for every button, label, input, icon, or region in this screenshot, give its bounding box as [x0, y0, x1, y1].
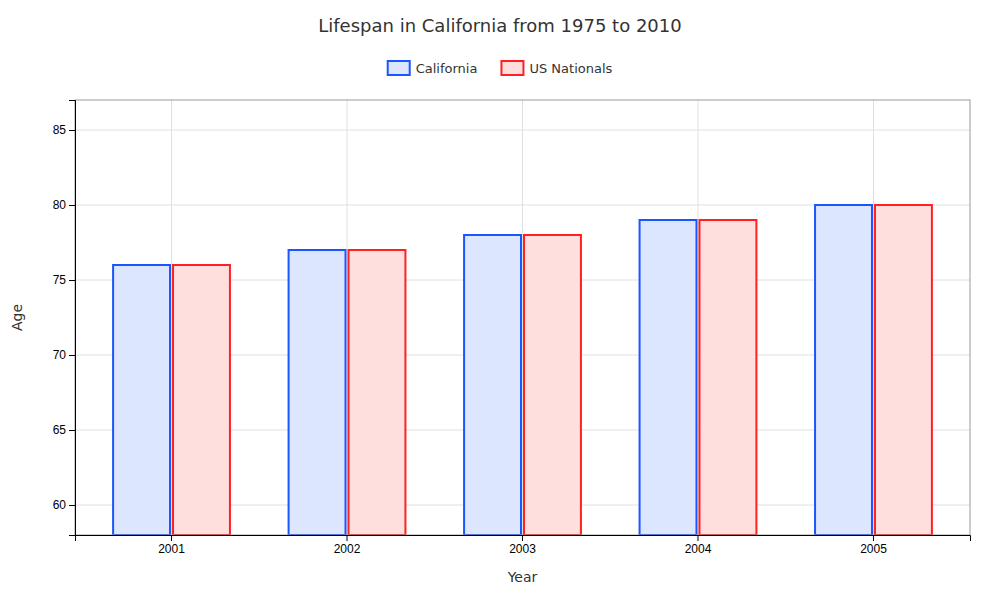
legend-item: US Nationals: [501, 61, 612, 76]
tick: 65: [53, 423, 75, 437]
tick: 80: [53, 198, 75, 212]
tick-label: 70: [53, 348, 67, 362]
tick-label: 80: [53, 198, 67, 212]
tick-mark: [69, 205, 75, 206]
tick: 2004: [685, 535, 712, 556]
bar: [173, 265, 230, 535]
legend-label: California: [416, 61, 478, 76]
tick: 2005: [860, 535, 887, 556]
tick-mark: [873, 535, 874, 541]
y-axis-title: Age: [9, 304, 25, 331]
tick: 2001: [158, 535, 185, 556]
grid: [75, 100, 970, 535]
tick: 70: [53, 348, 75, 362]
tick: 2002: [334, 535, 361, 556]
bar-series: [173, 205, 932, 535]
plot-frame: [75, 100, 970, 535]
bar: [875, 205, 932, 535]
tick: 2003: [509, 535, 536, 556]
title: Lifespan in California from 1975 to 2010: [318, 15, 681, 36]
bar: [464, 235, 521, 535]
grid-line: [347, 100, 348, 535]
legend-item: California: [388, 61, 478, 76]
tick: 60: [53, 498, 75, 512]
bar: [113, 265, 170, 535]
grid-line: [522, 100, 523, 535]
tick-mark: [69, 430, 75, 431]
legend-swatch: [388, 61, 410, 75]
tick-label: 85: [53, 123, 67, 137]
bar: [524, 235, 581, 535]
tick-mark: [171, 535, 172, 541]
tick-label: 2001: [158, 542, 185, 556]
tick-mark: [69, 280, 75, 281]
legend: California US Nationals: [388, 61, 613, 76]
tick-mark: [522, 535, 523, 541]
bars: [113, 205, 932, 535]
tick-mark: [69, 505, 75, 506]
grid-line: [697, 100, 698, 535]
grid-line: [873, 100, 874, 535]
axis-line: [69, 101, 76, 536]
tick-label: 2003: [509, 542, 536, 556]
bar: [349, 250, 406, 535]
plot: 2001 2002 2003 2004 2005 60 65 70 75 80 85: [53, 100, 971, 556]
tick-label: 2005: [860, 542, 887, 556]
tick-mark: [69, 130, 75, 131]
bar: [815, 205, 872, 535]
tick: 85: [53, 123, 75, 137]
tick-label: 60: [53, 498, 67, 512]
bar: [640, 220, 697, 535]
tick-label: 65: [53, 423, 67, 437]
tick-label: 75: [53, 273, 67, 287]
tick-mark: [69, 355, 75, 356]
bar: [699, 220, 756, 535]
chart: 2001 2002 2003 2004 2005 60 65 70 75 80 85 Lifespan…: [0, 0, 1000, 600]
bar-series: [113, 205, 872, 535]
tick-mark: [347, 535, 348, 541]
axis-line: [76, 536, 971, 542]
tick-mark: [697, 535, 698, 541]
bar: [289, 250, 346, 535]
grid-line: [171, 100, 172, 535]
x-axis-title: Year: [507, 569, 538, 585]
x-axis: 2001 2002 2003 2004 2005: [76, 535, 971, 556]
legend-label: US Nationals: [529, 61, 612, 76]
legend-swatch: [501, 61, 523, 75]
tick-label: 2004: [685, 542, 712, 556]
y-axis: 60 65 70 75 80 85: [53, 101, 76, 536]
tick-label: 2002: [334, 542, 361, 556]
tick: 75: [53, 273, 75, 287]
